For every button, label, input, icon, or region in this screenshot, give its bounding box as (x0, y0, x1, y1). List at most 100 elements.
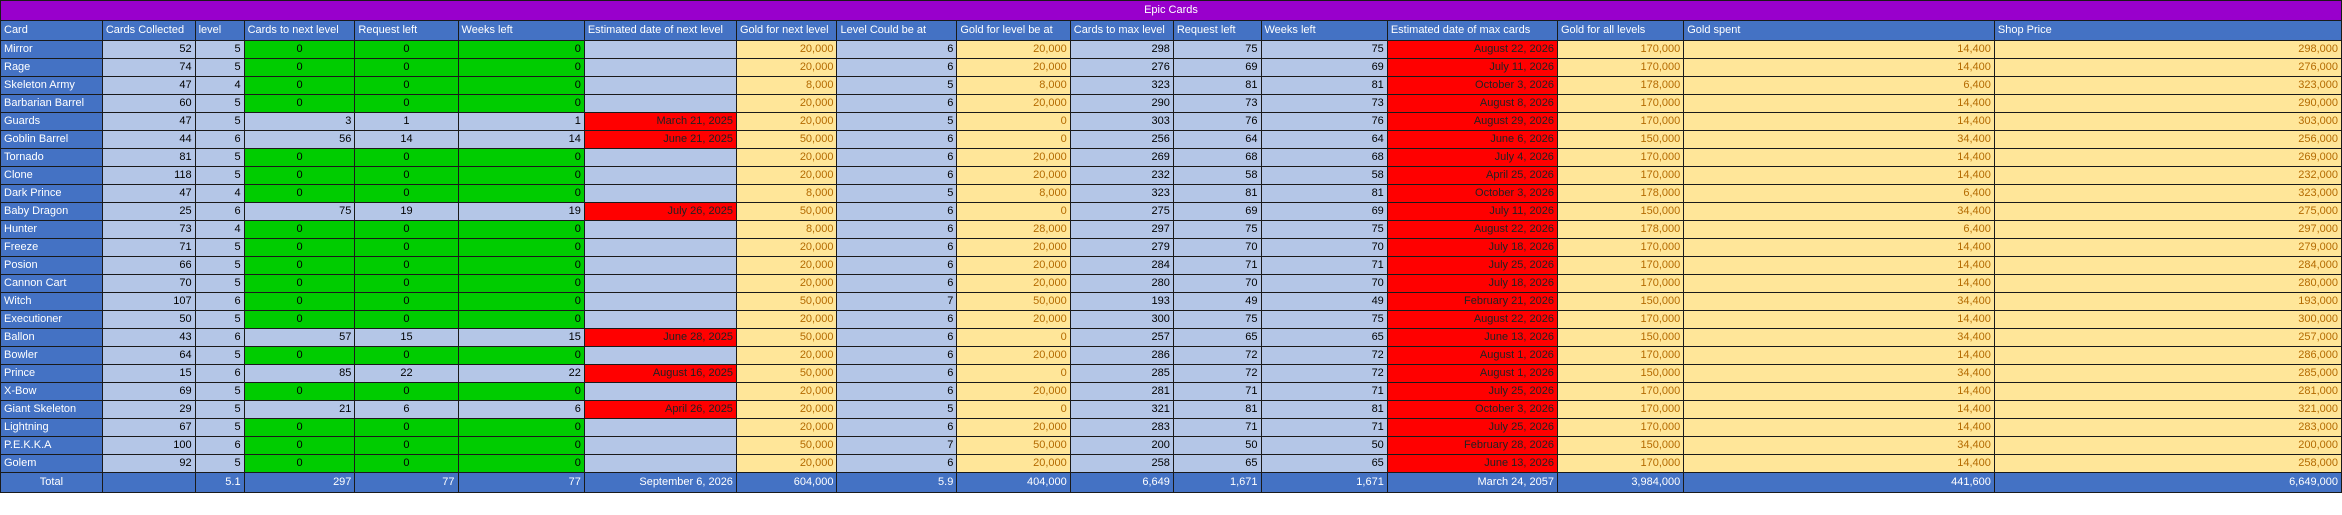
cell-request-left-max[interactable]: 68 (1172, 148, 1262, 167)
cell-request-left-max[interactable]: 71 (1172, 382, 1262, 401)
cell-request-left[interactable]: 0 (354, 166, 459, 185)
cell-card[interactable]: Witch (0, 292, 103, 311)
cell-cards-collected[interactable]: 73 (101, 220, 196, 239)
cell-est-date-next-level[interactable]: April 26, 2025 (583, 400, 737, 419)
cell-request-left-max[interactable]: 75 (1172, 310, 1262, 329)
cell-level[interactable]: 5 (194, 256, 245, 275)
cell-level[interactable]: 6 (194, 328, 245, 347)
cell-card[interactable]: Goblin Barrel (0, 130, 103, 149)
cell-est-date-max-cards[interactable]: August 29, 2026 (1386, 112, 1558, 131)
cell-cards-collected[interactable]: 60 (101, 94, 196, 113)
cell-gold-spent[interactable]: 34,400 (1683, 292, 1995, 311)
cell-shop-price[interactable]: 284,000 (1993, 256, 2342, 275)
cell-level[interactable]: 5 (194, 112, 245, 131)
cell-est-date-max-cards[interactable]: June 13, 2026 (1386, 328, 1558, 347)
cell-request-left[interactable]: 0 (354, 94, 459, 113)
cell-cards-collected[interactable]: 74 (101, 58, 196, 77)
cell-level-could-be[interactable]: 6 (836, 328, 958, 347)
cell-gold-next-level[interactable]: 20,000 (735, 40, 838, 59)
cell-request-left-max[interactable]: 49 (1172, 292, 1262, 311)
cell-gold-spent[interactable]: 14,400 (1683, 238, 1995, 257)
cell-card[interactable]: Guards (0, 112, 103, 131)
header-level[interactable]: level (194, 20, 245, 41)
cell-cards-collected[interactable]: 64 (101, 346, 196, 365)
cell-level[interactable]: 6 (194, 292, 245, 311)
total-gold-next-level[interactable]: 604,000 (735, 472, 838, 493)
cell-gold-all-levels[interactable]: 150,000 (1556, 130, 1685, 149)
cell-request-left[interactable]: 0 (354, 238, 459, 257)
cell-cards-collected[interactable]: 81 (101, 148, 196, 167)
cell-request-left-max[interactable]: 71 (1172, 418, 1262, 437)
cell-shop-price[interactable]: 275,000 (1993, 202, 2342, 221)
cell-level[interactable]: 6 (194, 202, 245, 221)
cell-shop-price[interactable]: 290,000 (1993, 94, 2342, 113)
cell-gold-spent[interactable]: 34,400 (1683, 202, 1995, 221)
cell-gold-next-level[interactable]: 20,000 (735, 238, 838, 257)
cell-request-left[interactable]: 0 (354, 76, 459, 95)
cell-shop-price[interactable]: 323,000 (1993, 76, 2342, 95)
total-cards-to-max[interactable]: 6,649 (1069, 472, 1174, 493)
cell-level[interactable]: 6 (194, 364, 245, 383)
cell-weeks-left[interactable]: 0 (457, 310, 585, 329)
cell-est-date-max-cards[interactable]: July 18, 2026 (1386, 274, 1558, 293)
cell-cards-to-max[interactable]: 281 (1069, 382, 1174, 401)
cell-weeks-left[interactable]: 0 (457, 256, 585, 275)
cell-cards-to-max[interactable]: 280 (1069, 274, 1174, 293)
cell-cards-to-next-level[interactable]: 0 (243, 256, 356, 275)
cell-gold-next-level[interactable]: 20,000 (735, 148, 838, 167)
cell-gold-next-level[interactable]: 8,000 (735, 76, 838, 95)
cell-level[interactable]: 4 (194, 76, 245, 95)
cell-level[interactable]: 6 (194, 436, 245, 455)
cell-gold-next-level[interactable]: 50,000 (735, 364, 838, 383)
cell-card[interactable]: Tornado (0, 148, 103, 167)
cell-est-date-max-cards[interactable]: August 22, 2026 (1386, 220, 1558, 239)
cell-request-left-max[interactable]: 64 (1172, 130, 1262, 149)
cell-gold-all-levels[interactable]: 170,000 (1556, 454, 1685, 473)
cell-shop-price[interactable]: 257,000 (1993, 328, 2342, 347)
cell-cards-collected[interactable]: 50 (101, 310, 196, 329)
cell-cards-to-next-level[interactable]: 0 (243, 94, 356, 113)
cell-est-date-max-cards[interactable]: August 1, 2026 (1386, 364, 1558, 383)
cell-est-date-next-level[interactable] (583, 40, 737, 59)
cell-gold-next-level[interactable]: 20,000 (735, 94, 838, 113)
cell-gold-all-levels[interactable]: 170,000 (1556, 346, 1685, 365)
cell-card[interactable]: Prince (0, 364, 103, 383)
cell-cards-to-max[interactable]: 256 (1069, 130, 1174, 149)
cell-request-left[interactable]: 0 (354, 40, 459, 59)
cell-gold-next-level[interactable]: 8,000 (735, 184, 838, 203)
header-cards-to-next-level[interactable]: Cards to next level (243, 20, 356, 41)
cell-gold-next-level[interactable]: 20,000 (735, 400, 838, 419)
cell-gold-next-level[interactable]: 20,000 (735, 382, 838, 401)
cell-gold-level-be-at[interactable]: 20,000 (956, 418, 1071, 437)
cell-request-left-max[interactable]: 65 (1172, 328, 1262, 347)
cell-est-date-max-cards[interactable]: August 22, 2026 (1386, 40, 1558, 59)
cell-cards-collected[interactable]: 52 (101, 40, 196, 59)
cell-card[interactable]: Ballon (0, 328, 103, 347)
cell-level[interactable]: 5 (194, 40, 245, 59)
cell-card[interactable]: Barbarian Barrel (0, 94, 103, 113)
cell-level-could-be[interactable]: 6 (836, 346, 958, 365)
cell-gold-all-levels[interactable]: 170,000 (1556, 256, 1685, 275)
cell-card[interactable]: Skeleton Army (0, 76, 103, 95)
cell-weeks-left-max[interactable]: 73 (1260, 94, 1388, 113)
cell-gold-all-levels[interactable]: 170,000 (1556, 112, 1685, 131)
cell-card[interactable]: Hunter (0, 220, 103, 239)
cell-gold-level-be-at[interactable]: 20,000 (956, 94, 1071, 113)
cell-est-date-max-cards[interactable]: August 22, 2026 (1386, 310, 1558, 329)
cell-est-date-max-cards[interactable]: June 13, 2026 (1386, 454, 1558, 473)
cell-gold-all-levels[interactable]: 170,000 (1556, 238, 1685, 257)
cell-request-left-max[interactable]: 81 (1172, 76, 1262, 95)
cell-gold-next-level[interactable]: 20,000 (735, 166, 838, 185)
cell-cards-to-next-level[interactable]: 0 (243, 310, 356, 329)
cell-request-left[interactable]: 0 (354, 220, 459, 239)
cell-weeks-left-max[interactable]: 70 (1260, 274, 1388, 293)
cell-request-left[interactable]: 0 (354, 346, 459, 365)
cell-weeks-left-max[interactable]: 75 (1260, 310, 1388, 329)
cell-weeks-left[interactable]: 0 (457, 454, 585, 473)
cell-weeks-left[interactable]: 0 (457, 382, 585, 401)
cell-gold-level-be-at[interactable]: 20,000 (956, 256, 1071, 275)
cell-gold-all-levels[interactable]: 150,000 (1556, 202, 1685, 221)
cell-est-date-next-level[interactable] (583, 310, 737, 329)
cell-weeks-left-max[interactable]: 71 (1260, 418, 1388, 437)
total-cards-to-next-level[interactable]: 297 (243, 472, 356, 493)
